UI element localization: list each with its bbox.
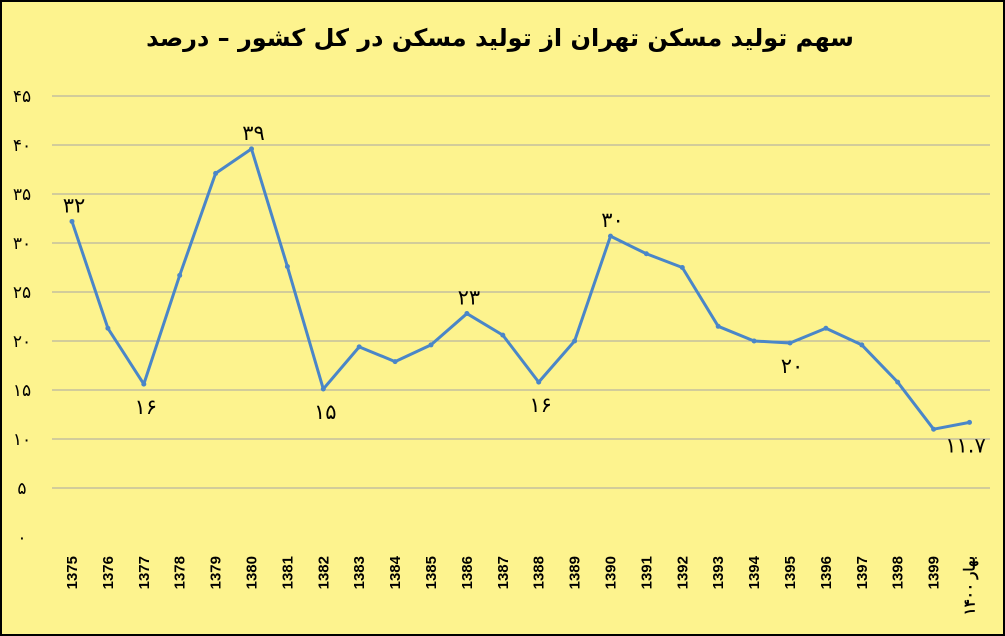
- data-point: [177, 272, 183, 278]
- y-tick-label: ۳۰: [13, 234, 31, 254]
- x-tick-label: 1383: [351, 556, 368, 589]
- x-tick-label: 1398: [890, 556, 907, 589]
- data-label: ۱۶: [135, 395, 158, 419]
- y-tick-label: ۳۵: [13, 185, 31, 205]
- y-tick-label: ۲۰: [13, 332, 31, 352]
- data-point: [572, 338, 578, 344]
- data-point: [464, 311, 470, 317]
- data-point: [823, 325, 829, 331]
- data-point: [967, 419, 972, 425]
- data-point: [751, 338, 757, 344]
- y-tick-label: ۱۵: [13, 381, 31, 401]
- data-label: ۲۰: [781, 354, 804, 378]
- data-point: [356, 344, 362, 350]
- series-line: [70, 147, 970, 431]
- data-label: ۳۰: [601, 208, 624, 232]
- data-label: ۱۵: [314, 400, 337, 424]
- series: [69, 146, 972, 432]
- y-tick-label: ۱۰: [13, 430, 31, 450]
- x-tick-label: 1395: [782, 556, 799, 589]
- x-tick-label: 1382: [315, 556, 332, 589]
- x-tick-label: 1387: [495, 556, 512, 589]
- x-tick-label: 1390: [603, 556, 620, 589]
- x-tick-label: 1375: [64, 556, 81, 589]
- x-tick-label: 1377: [136, 556, 153, 589]
- y-tick-label: ۴۵: [13, 87, 31, 107]
- x-tick-label: 1393: [710, 556, 727, 589]
- data-label: ۳۲: [63, 193, 86, 217]
- x-tick-label: 1385: [423, 556, 440, 589]
- x-tick-label: 1388: [531, 556, 548, 589]
- x-tick-label: 1397: [854, 556, 871, 589]
- x-tick-label: 1386: [459, 556, 476, 589]
- x-tick-label: 1379: [208, 556, 225, 589]
- data-point: [428, 342, 434, 348]
- data-label: ۳۹: [242, 121, 265, 145]
- x-tick-label: 1391: [638, 556, 655, 589]
- x-tick-label: بهار ۱۴۰۰: [962, 556, 979, 615]
- x-tick-label: 1394: [746, 555, 763, 589]
- y-axis-ticks: ۰ ۵ ۱۰ ۱۵ ۲۰ ۲۵ ۳۰ ۳۵ ۴۰ ۴۵: [13, 87, 31, 548]
- chart-title: سهم تولید مسکن تهران از تولید مسکن در کل…: [146, 24, 854, 52]
- data-point: [392, 359, 398, 365]
- data-point: [105, 325, 111, 331]
- data-point: [69, 218, 75, 224]
- data-point: [715, 323, 721, 329]
- data-labels: ۳۲ ۱۶ ۳۹ ۱۵ ۲۳ ۱۶ ۳۰ ۲۰ ۱۱.۷: [63, 121, 986, 457]
- x-tick-label: 1381: [279, 556, 296, 589]
- x-tick-label: 1396: [818, 556, 835, 589]
- x-tick-label: 1376: [100, 556, 117, 589]
- data-point: [284, 264, 290, 270]
- data-point: [679, 265, 685, 270]
- gridlines: [52, 95, 990, 489]
- y-tick-label: ۲۵: [13, 283, 31, 303]
- data-point: [895, 379, 901, 385]
- y-tick-label: ۴۰: [13, 136, 31, 156]
- data-point: [643, 251, 649, 257]
- x-tick-label: 1380: [244, 556, 261, 589]
- data-point: [931, 426, 937, 432]
- data-point: [213, 170, 219, 176]
- data-label: ۱۶: [529, 393, 552, 417]
- y-tick-label: ۵: [17, 479, 26, 499]
- x-tick-label: 1399: [926, 556, 943, 589]
- x-tick-label: 1392: [674, 556, 691, 589]
- x-tick-label: 1389: [567, 556, 584, 589]
- data-point: [141, 381, 147, 387]
- data-point: [536, 379, 542, 385]
- data-point: [787, 340, 793, 346]
- data-point: [320, 386, 326, 392]
- data-point: [500, 332, 506, 338]
- data-point: [608, 233, 613, 239]
- data-label: ۱۱.۷: [945, 433, 986, 457]
- data-label: ۲۳: [458, 286, 481, 310]
- y-tick-label: ۰: [17, 528, 26, 548]
- x-axis-ticks: 1375 1376 1377 1378 1379 1380 1381 1382 1383 1384…: [64, 555, 979, 615]
- x-tick-label: 1378: [172, 556, 189, 589]
- data-point: [249, 146, 254, 152]
- data-point: [859, 342, 865, 348]
- x-tick-label: 1384: [387, 555, 404, 589]
